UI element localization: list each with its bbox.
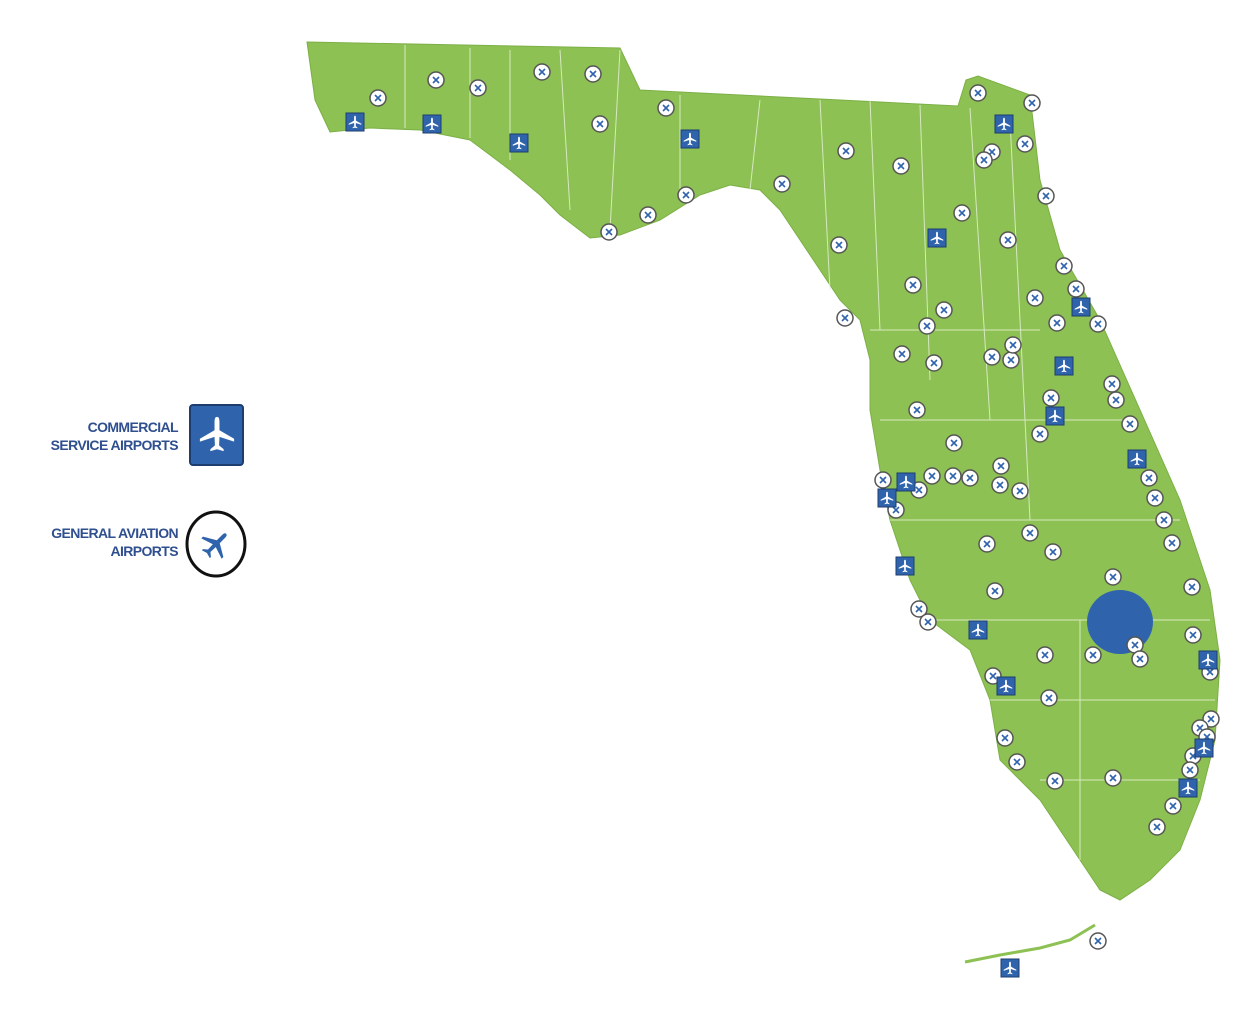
airport-symbol [966,474,974,482]
airport-symbol [996,481,1004,489]
airport-symbol [1153,823,1161,831]
airport-symbol [980,156,988,164]
airport-symbol [915,605,923,613]
airport-symbol [1016,487,1024,495]
airport-symbol [374,94,382,102]
airport-symbol [1049,548,1057,556]
airport-symbol [1026,529,1034,537]
florida-keys [964,923,1096,964]
airport-symbol [596,120,604,128]
florida-land [306,41,1221,901]
airport-symbol [909,281,917,289]
airport-symbol [1168,539,1176,547]
airport-symbol [1094,320,1102,328]
airport-symbol [842,147,850,155]
airport-symbol [474,84,482,92]
airport-symbol [988,353,996,361]
airport-symbol [1007,356,1015,364]
airport-symbol [1031,294,1039,302]
airport-symbol [940,306,948,314]
airport-symbol [1108,380,1116,388]
airport-symbol [1042,192,1050,200]
airport-symbol [1109,774,1117,782]
airport-symbol [1206,668,1214,676]
airport-symbol [1036,430,1044,438]
airport-symbol [841,314,849,322]
legend: COMMERCIAL SERVICE AIRPORTS GENERAL AVIA… [51,404,247,578]
airport-symbol [991,587,999,595]
airport-symbol [913,406,921,414]
airport-symbol [1053,319,1061,327]
airport-symbol [924,618,932,626]
airport-symbol [682,191,690,199]
airport-symbol [1051,777,1059,785]
airport-symbol [930,359,938,367]
county-lines [404,45,1215,860]
airport-symbol [997,462,1005,470]
airport-symbol [950,439,958,447]
airport-symbol [958,209,966,217]
airport-symbol [835,241,843,249]
airports [345,63,1220,978]
airport-symbol [1013,758,1021,766]
airport-symbol [892,506,900,514]
airport-symbol [983,540,991,548]
airport-symbol [605,228,613,236]
airport-symbol [949,472,957,480]
legend-label: GENERAL AVIATION [51,525,178,541]
airport-symbol [898,350,906,358]
airport-symbol [897,162,905,170]
airport-symbol [1189,631,1197,639]
airport-symbol [1094,937,1102,945]
airport-symbol [1186,766,1194,774]
airport-symbol [989,672,997,680]
airport-symbol [1047,394,1055,402]
airport-symbol [1145,474,1153,482]
airport-symbol [1072,285,1080,293]
airport-symbol [879,476,887,484]
airport-symbol [928,472,936,480]
airport-symbol [1136,655,1144,663]
airport-symbol [778,180,786,188]
airport-symbol [644,211,652,219]
airport-symbol [1045,694,1053,702]
airport-symbol [923,322,931,330]
airport-symbol [1041,651,1049,659]
airport-symbol [432,76,440,84]
airport-symbol [1089,651,1097,659]
legend-label: COMMERCIAL [88,419,179,435]
airport-symbol [1207,715,1215,723]
legend-label: SERVICE AIRPORTS [51,437,179,453]
airport-symbol [589,70,597,78]
airport-symbol [1109,573,1117,581]
airport-symbol [1188,583,1196,591]
legend-label: AIRPORTS [110,543,178,559]
airport-symbol [1021,140,1029,148]
airport-symbol [538,68,546,76]
airport-symbol [1131,641,1139,649]
airport-symbol [1004,236,1012,244]
airport-symbol [1112,396,1120,404]
airport-symbol [1151,494,1159,502]
airport-symbol [1160,516,1168,524]
airport-symbol [1169,802,1177,810]
airport-symbol [974,89,982,97]
airport-symbol [1001,734,1009,742]
airport-symbol [1028,99,1036,107]
airport-symbol [1060,262,1068,270]
airport-symbol [915,486,923,494]
airport-symbol [1009,341,1017,349]
airport-symbol [1126,420,1134,428]
airport-symbol [662,104,670,112]
